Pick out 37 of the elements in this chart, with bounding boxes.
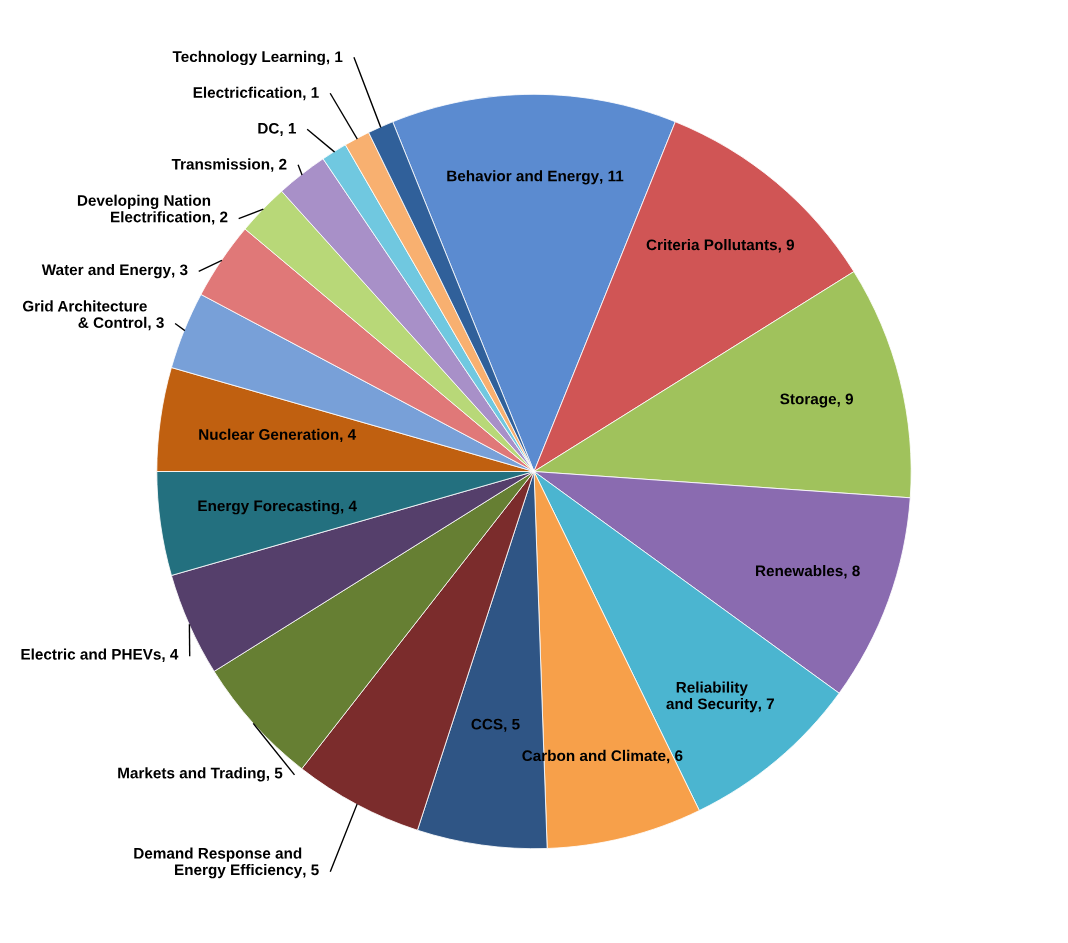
slice-label: Behavior and Energy — [447, 170, 600, 185]
data-label: , 9 — [837, 393, 854, 407]
data-label: , 8 — [844, 565, 860, 579]
slice-label: Demand Response and Energy Efficiency — [134, 847, 303, 879]
data-label: , 1 — [280, 123, 296, 136]
slice-label: Nuclear Generation — [199, 428, 339, 440]
slice-label: Renewables — [756, 565, 843, 577]
data-label: , 4 — [162, 649, 179, 662]
slice-label: Technology Learning — [172, 50, 325, 66]
data-label: , 11 — [600, 170, 624, 184]
data-label: , 5 — [504, 718, 520, 732]
data-label: , 6 — [667, 750, 683, 764]
data-label: , 9 — [778, 239, 795, 253]
slice-label: Developing Nation Electrification — [77, 194, 211, 223]
data-label: , 3 — [148, 317, 164, 331]
data-label: , 5 — [303, 864, 319, 878]
data-label: , 4 — [341, 500, 357, 514]
data-label: , 5 — [266, 767, 283, 781]
slice-label: DC — [258, 122, 279, 134]
data-label: , 2 — [271, 158, 287, 172]
data-label: , 1 — [303, 87, 319, 101]
slice-label: Energy Forecasting — [198, 500, 339, 515]
slice-label: Markets and Trading — [118, 767, 265, 782]
data-label: , 7 — [758, 698, 774, 712]
slice-label: Criteria Pollutants — [646, 239, 777, 251]
slice-label: Transmission — [171, 158, 270, 170]
data-label: , 2 — [212, 211, 228, 225]
slice-label: CCS — [471, 718, 503, 730]
data-label: , 4 — [340, 429, 357, 443]
slice-label: Electricfication — [193, 86, 302, 98]
data-label: , 1 — [326, 51, 343, 65]
slice-label: Electric and PHEVs — [21, 648, 161, 660]
slice-label: Reliability and Security — [666, 681, 758, 713]
slice-label: Grid Architecture & Control — [22, 300, 147, 329]
data-label: , 3 — [172, 264, 188, 278]
slice-label: Storage — [780, 393, 837, 408]
slice-label: Water and Energy — [41, 263, 171, 279]
